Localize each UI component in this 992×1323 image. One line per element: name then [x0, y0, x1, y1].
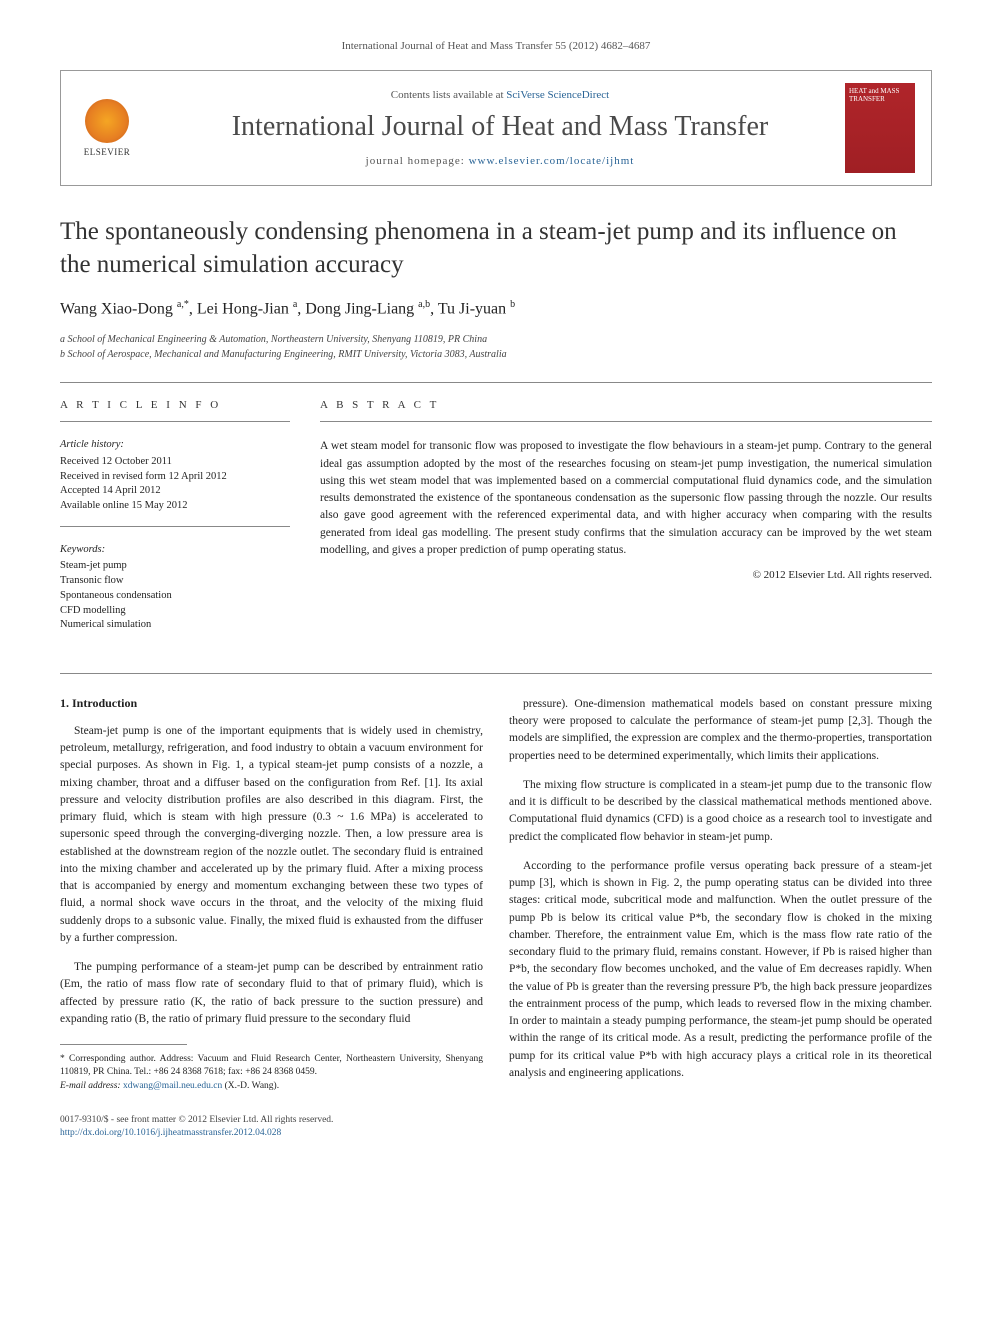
journal-header-box: ELSEVIER Contents lists available at Sci…	[60, 70, 932, 186]
journal-reference-line: International Journal of Heat and Mass T…	[60, 40, 932, 52]
elsevier-tree-icon	[85, 99, 129, 143]
elsevier-label: ELSEVIER	[84, 147, 131, 157]
history-label: Article history:	[60, 438, 290, 453]
article-title: The spontaneously condensing phenomena i…	[60, 216, 932, 281]
body-paragraph: pressure). One-dimension mathematical mo…	[509, 696, 932, 765]
elsevier-logo: ELSEVIER	[77, 93, 137, 163]
history-received: Received 12 October 2011	[60, 455, 290, 470]
keyword: Steam-jet pump	[60, 559, 290, 574]
sciencedirect-link[interactable]: SciVerse ScienceDirect	[506, 89, 609, 101]
contents-available-line: Contents lists available at SciVerse Sci…	[155, 89, 845, 101]
email-footnote: E-mail address: xdwang@mail.neu.edu.cn (…	[60, 1080, 483, 1093]
doi-link[interactable]: http://dx.doi.org/10.1016/j.ijheatmasstr…	[60, 1128, 281, 1138]
info-abstract-row: A R T I C L E I N F O Article history: R…	[60, 399, 932, 645]
info-divider	[60, 526, 290, 527]
affiliation-b: b School of Aerospace, Mechanical and Ma…	[60, 347, 932, 362]
email-label: E-mail address:	[60, 1081, 123, 1091]
body-paragraph: The pumping performance of a steam-jet p…	[60, 959, 483, 1028]
body-columns: 1. Introduction Steam-jet pump is one of…	[60, 696, 932, 1094]
header-center: Contents lists available at SciVerse Sci…	[155, 89, 845, 167]
history-revised: Received in revised form 12 April 2012	[60, 470, 290, 485]
history-accepted: Accepted 14 April 2012	[60, 484, 290, 499]
body-paragraph: According to the performance profile ver…	[509, 858, 932, 1082]
body-paragraph: Steam-jet pump is one of the important e…	[60, 723, 483, 947]
abstract-text: A wet steam model for transonic flow was…	[320, 438, 932, 559]
keyword: Transonic flow	[60, 574, 290, 589]
section-divider	[60, 382, 932, 383]
author-list: Wang Xiao-Dong a,*, Lei Hong-Jian a, Don…	[60, 299, 932, 318]
contents-prefix: Contents lists available at	[391, 89, 506, 101]
front-matter-line: 0017-9310/$ - see front matter © 2012 El…	[60, 1114, 932, 1127]
journal-cover-thumbnail: HEAT and MASS TRANSFER	[845, 83, 915, 173]
journal-homepage-line: journal homepage: www.elsevier.com/locat…	[155, 155, 845, 167]
corresponding-email-link[interactable]: xdwang@mail.neu.edu.cn	[123, 1081, 222, 1091]
article-history-block: Article history: Received 12 October 201…	[60, 438, 290, 513]
info-divider	[60, 421, 290, 422]
keyword: Spontaneous condensation	[60, 589, 290, 604]
journal-title: International Journal of Heat and Mass T…	[155, 111, 845, 143]
keywords-label: Keywords:	[60, 543, 290, 558]
article-info-heading: A R T I C L E I N F O	[60, 399, 290, 411]
body-paragraph: The mixing flow structure is complicated…	[509, 777, 932, 846]
abstract-divider	[320, 421, 932, 422]
keyword: Numerical simulation	[60, 618, 290, 633]
abstract-copyright: © 2012 Elsevier Ltd. All rights reserved…	[320, 569, 932, 581]
footnote-divider	[60, 1044, 187, 1045]
history-online: Available online 15 May 2012	[60, 499, 290, 514]
article-info-column: A R T I C L E I N F O Article history: R…	[60, 399, 290, 645]
keywords-block: Keywords: Steam-jet pump Transonic flow …	[60, 543, 290, 633]
keyword: CFD modelling	[60, 604, 290, 619]
abstract-heading: A B S T R A C T	[320, 399, 932, 411]
affiliations: a School of Mechanical Engineering & Aut…	[60, 332, 932, 362]
body-column-right: pressure). One-dimension mathematical mo…	[509, 696, 932, 1094]
section-1-heading: 1. Introduction	[60, 696, 483, 711]
corresponding-author-footnote: * Corresponding author. Address: Vacuum …	[60, 1053, 483, 1080]
affiliation-a: a School of Mechanical Engineering & Aut…	[60, 332, 932, 347]
page-footer: 0017-9310/$ - see front matter © 2012 El…	[60, 1114, 932, 1141]
section-divider	[60, 673, 932, 674]
journal-homepage-link[interactable]: www.elsevier.com/locate/ijhmt	[469, 155, 635, 167]
body-column-left: 1. Introduction Steam-jet pump is one of…	[60, 696, 483, 1094]
homepage-prefix: journal homepage:	[366, 155, 469, 167]
abstract-column: A B S T R A C T A wet steam model for tr…	[320, 399, 932, 645]
email-suffix: (X.-D. Wang).	[222, 1081, 279, 1091]
